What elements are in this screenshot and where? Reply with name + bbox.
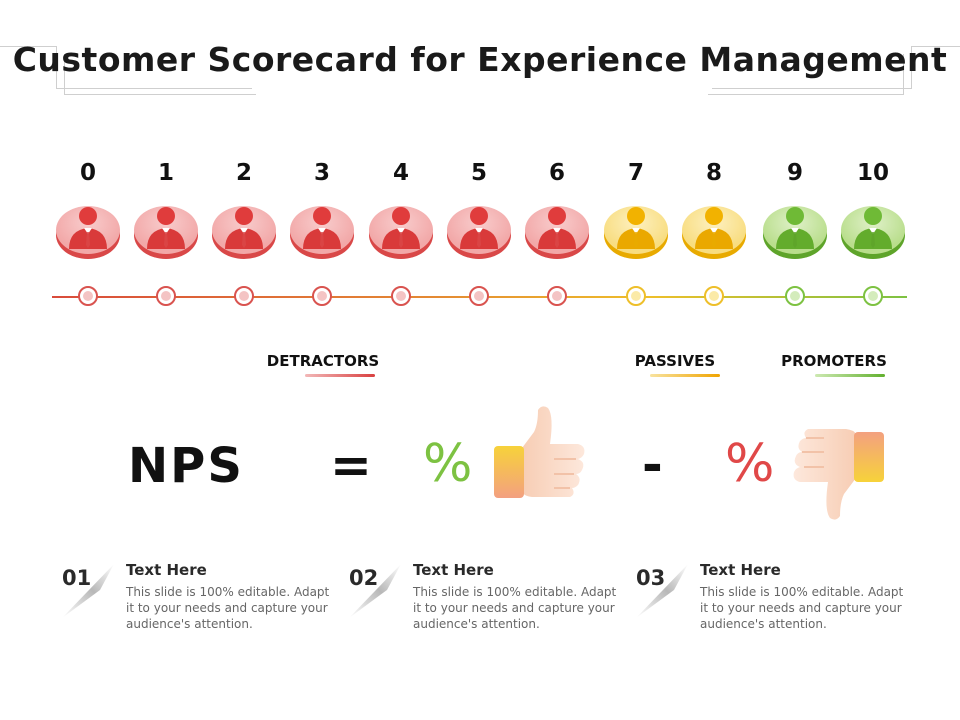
businessman-icon [446, 203, 512, 261]
step-body-text: This slide is 100% editable. Adapt it to… [126, 585, 330, 631]
businessman-icon [289, 203, 355, 261]
businessman-icon [840, 203, 906, 261]
scale-dot-1 [156, 286, 176, 306]
step-number: 01 [62, 566, 92, 590]
title-frame-left-bottom [56, 88, 252, 89]
nps-label: NPS [128, 438, 244, 494]
scale-number-2: 2 [235, 160, 252, 186]
scale-number-8: 8 [705, 160, 722, 186]
businessman-icon [368, 203, 434, 261]
step-number: 02 [349, 566, 379, 590]
step-divider-icon [349, 564, 401, 618]
thumbs-down-icon [793, 429, 884, 520]
minus-sign: - [642, 436, 663, 494]
scale-number-9: 9 [786, 160, 803, 186]
equals-sign: = [330, 436, 372, 494]
step-body-text: This slide is 100% editable. Adapt it to… [700, 585, 904, 631]
businessman-icon [211, 203, 277, 261]
scale-dot-3 [312, 286, 332, 306]
scale-dot-10 [863, 286, 883, 306]
businessman-icon [133, 203, 199, 261]
scale-dot-6 [547, 286, 567, 306]
step-divider-icon [62, 564, 114, 618]
title-frame-right-inner-bottom [708, 94, 904, 95]
step-title: Text Here [413, 561, 494, 579]
scale-dot-5 [469, 286, 489, 306]
businessman-icon [55, 203, 121, 261]
category-passives: PASSIVES [634, 352, 716, 370]
title-frame-top-left [0, 46, 56, 47]
promoter-percent: % [423, 434, 473, 494]
businessman-icon [603, 203, 669, 261]
title-frame-right-v [911, 46, 912, 88]
title-frame-top-right [912, 46, 960, 47]
detractors-underline [305, 374, 375, 377]
category-detractors: DETRACTORS [266, 352, 380, 370]
page-title: Customer Scorecard for Experience Manage… [12, 40, 948, 79]
scale-number-10: 10 [856, 160, 889, 186]
title-frame-right-inner [903, 54, 904, 94]
step-divider-icon [636, 564, 688, 618]
businessman-icon [681, 203, 747, 261]
scale-number-6: 6 [548, 160, 565, 186]
title-frame-right-bottom [712, 88, 912, 89]
scale-number-5: 5 [470, 160, 487, 186]
passives-underline [650, 374, 720, 377]
businessman-icon [524, 203, 590, 261]
businessman-icon [762, 203, 828, 261]
scale-number-3: 3 [313, 160, 330, 186]
title-frame-left-inner [64, 54, 65, 94]
scale-number-7: 7 [627, 160, 644, 186]
scale-dot-7 [626, 286, 646, 306]
step-number: 03 [636, 566, 666, 590]
step-body-text: This slide is 100% editable. Adapt it to… [413, 585, 617, 631]
title-frame-left-v [56, 46, 57, 88]
category-promoters: PROMOTERS [781, 352, 887, 370]
scale-dot-8 [704, 286, 724, 306]
title-frame-left-inner-bottom [64, 94, 256, 95]
scale-number-0: 0 [79, 160, 96, 186]
scale-dot-0 [78, 286, 98, 306]
detractor-percent: % [725, 434, 775, 494]
step-title: Text Here [126, 561, 207, 579]
thumbs-up-icon [494, 406, 585, 498]
scale-dot-9 [785, 286, 805, 306]
scale-number-1: 1 [157, 160, 174, 186]
scale-number-4: 4 [392, 160, 409, 186]
promoters-underline [815, 374, 885, 377]
step-title: Text Here [700, 561, 781, 579]
scale-dot-4 [391, 286, 411, 306]
scale-dot-2 [234, 286, 254, 306]
